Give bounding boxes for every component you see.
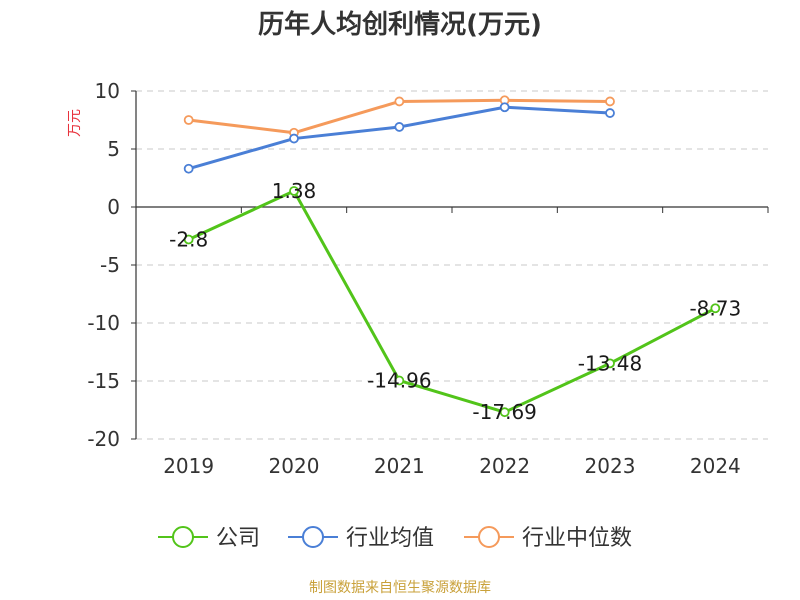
series-group	[183, 95, 721, 418]
series-1-point	[499, 102, 510, 113]
legend-label-1: 行业均值	[346, 526, 434, 551]
series-0-point	[289, 186, 299, 196]
legend-label-2: 行业中位数	[522, 526, 632, 551]
grid	[136, 90, 768, 440]
x-tick-label: 2021	[374, 454, 425, 478]
chart-title: 历年人均创利情况(万元)	[258, 9, 542, 40]
x-tick-label: 2019	[163, 454, 214, 478]
series-2-point	[183, 115, 194, 125]
tick-labels: 10 5 0 -5 -10 -15 -20 2019 2020 2021 2022 2023 2024	[87, 79, 740, 478]
data-labels: -2.8 1.38 -14.96 -17.69 -13.48 -8.73	[169, 179, 741, 424]
y-tick-label: -20	[87, 427, 120, 451]
y-tick-label: 0	[107, 195, 120, 219]
series-0-point	[499, 407, 510, 418]
y-tick-label: -15	[87, 369, 120, 393]
legend-marker-0	[172, 526, 194, 548]
legend-marker-1	[302, 526, 324, 548]
x-tick-label: 2022	[479, 454, 530, 478]
series-2-point	[605, 96, 615, 107]
data-label: 1.38	[272, 179, 317, 203]
axes	[131, 90, 769, 440]
series-2-point	[394, 96, 405, 107]
legend-label-0: 公司	[216, 526, 260, 551]
data-label: -14.96	[367, 369, 431, 393]
x-tick-label: 2023	[585, 454, 636, 478]
y-tick-label: 5	[107, 137, 120, 161]
y-tick-label: 10	[95, 79, 120, 103]
source-note: 制图数据来自恒生聚源数据库	[309, 580, 491, 596]
series-1-point	[183, 163, 194, 174]
series-1-point	[289, 133, 299, 144]
series-1-point	[394, 122, 405, 132]
legend: 公司 行业均值 行业中位数	[158, 526, 632, 551]
y-tick-label: -10	[87, 311, 120, 335]
data-label: -8.73	[689, 296, 741, 320]
series-line-0	[188, 189, 717, 414]
series-0-point	[605, 358, 615, 369]
data-label: -13.48	[578, 351, 642, 375]
legend-marker-2	[478, 526, 500, 548]
series-1-point	[605, 108, 615, 118]
series-line-1	[188, 105, 611, 171]
y-axis-label: 万元	[67, 109, 83, 137]
series-0-point	[394, 375, 405, 386]
data-label: -2.8	[169, 227, 208, 251]
series-0-point	[710, 303, 721, 314]
y-tick-label: -5	[100, 253, 120, 277]
x-tick-label: 2024	[690, 454, 741, 478]
data-label: -17.69	[472, 400, 536, 424]
series-0-point	[183, 234, 194, 245]
x-tick-label: 2020	[269, 454, 320, 478]
